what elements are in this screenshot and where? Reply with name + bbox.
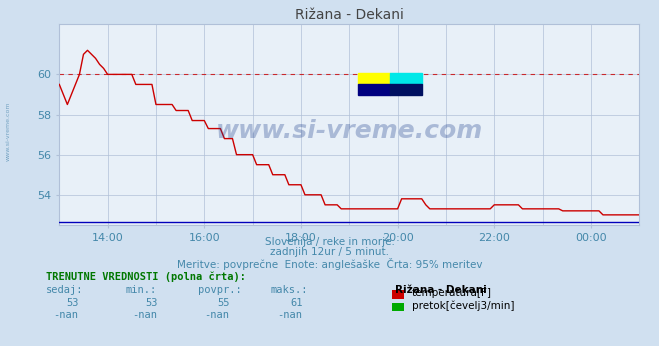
Text: -nan: -nan xyxy=(132,310,157,320)
Text: zadnjih 12ur / 5 minut.: zadnjih 12ur / 5 minut. xyxy=(270,247,389,257)
Text: pretok[čevelj3/min]: pretok[čevelj3/min] xyxy=(412,300,515,311)
Text: maks.:: maks.: xyxy=(270,285,308,295)
Text: povpr.:: povpr.: xyxy=(198,285,241,295)
Text: 53: 53 xyxy=(145,298,158,308)
Bar xyxy=(390,73,422,84)
Text: 53: 53 xyxy=(66,298,78,308)
Text: Rižana - Dekani: Rižana - Dekani xyxy=(395,285,487,295)
Bar xyxy=(358,84,390,95)
Text: TRENUTNE VREDNOSTI (polna črta):: TRENUTNE VREDNOSTI (polna črta): xyxy=(46,272,246,282)
Text: www.si-vreme.com: www.si-vreme.com xyxy=(215,119,483,143)
Text: -nan: -nan xyxy=(53,310,78,320)
Bar xyxy=(358,73,390,84)
Title: Rižana - Dekani: Rižana - Dekani xyxy=(295,8,404,22)
Text: www.si-vreme.com: www.si-vreme.com xyxy=(5,102,11,161)
Text: -nan: -nan xyxy=(204,310,229,320)
Text: Slovenija / reke in morje.: Slovenija / reke in morje. xyxy=(264,237,395,247)
Text: 55: 55 xyxy=(217,298,230,308)
Text: min.:: min.: xyxy=(125,285,156,295)
Text: Meritve: povprečne  Enote: anglešaške  Črta: 95% meritev: Meritve: povprečne Enote: anglešaške Črt… xyxy=(177,258,482,270)
Text: -nan: -nan xyxy=(277,310,302,320)
Text: sedaj:: sedaj: xyxy=(46,285,84,295)
Text: temperatura[F]: temperatura[F] xyxy=(412,288,492,298)
Text: 61: 61 xyxy=(290,298,302,308)
Bar xyxy=(390,84,422,95)
